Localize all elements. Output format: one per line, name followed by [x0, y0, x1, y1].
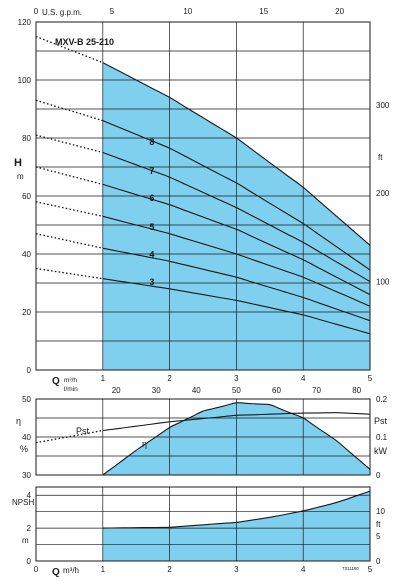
gpm-tick-label: 15	[259, 7, 268, 16]
hq-frame	[35, 21, 371, 371]
lmin-tick-label: 20	[112, 386, 121, 395]
hq-curve-dotted-6	[35, 166, 103, 186]
q-bottom-tick-label: 0	[34, 565, 39, 574]
npsh-ft-tick-label: 0	[376, 557, 381, 566]
hq-curve-4	[102, 247, 371, 322]
h-tick-label: 60	[22, 192, 31, 201]
q-unit-m3h-mid: m³/h	[64, 377, 77, 384]
npsh-tick-label: 4	[27, 491, 32, 500]
q-bottom-tick-label: 2	[167, 565, 172, 574]
lmin-tick-label: 80	[352, 386, 361, 395]
pst-curve-label: Pst	[76, 426, 90, 436]
pst-tick-label: 0.2	[376, 395, 388, 404]
eta-axis-unit: %	[20, 444, 28, 454]
lmin-tick-label: 40	[192, 386, 201, 395]
h-axis-unit: m	[17, 172, 24, 181]
ft-tick-label: 300	[376, 101, 390, 110]
h-axis-label: H	[14, 157, 22, 169]
eta-tick-label: 40	[22, 433, 31, 442]
npsh-ft-label: ft	[376, 520, 381, 529]
pst-axis-label: Pst	[374, 416, 388, 426]
eta-axis-label: η	[16, 416, 21, 426]
hq-curve-dotted-4	[35, 233, 103, 249]
kw-axis-label: kW	[374, 446, 388, 456]
hq-curve-dotted-5	[35, 201, 103, 217]
h-tick-label: 120	[18, 18, 32, 27]
hq-curve-dotted-max	[35, 35, 104, 64]
hq-curve-7	[102, 151, 371, 283]
h-tick-label: 20	[22, 308, 31, 317]
ft-tick-label: 200	[376, 189, 390, 198]
gpm-tick-label: 5	[110, 7, 115, 16]
pst-tick-label: 0.1	[376, 433, 388, 442]
q-bottom-tick-label: 5	[368, 565, 373, 574]
hq-curve-3	[102, 278, 371, 335]
eta-tick-label: 30	[22, 471, 31, 480]
stage-label-4: 4	[149, 250, 154, 260]
q-label-bottom: Q	[52, 567, 60, 578]
npsh-curve	[102, 490, 371, 529]
h-tick-label: 0	[27, 366, 32, 375]
chart-title: MXV-B 25-210	[55, 37, 114, 47]
npsh-tick-label: 2	[27, 524, 32, 533]
top-axis-label: U.S. g.p.m.	[42, 8, 82, 17]
stage-label-5: 5	[149, 222, 154, 232]
pst-tick-label: 0	[376, 471, 381, 480]
ft-tick-label: 100	[376, 278, 390, 287]
hq-curve-dotted-3	[35, 267, 103, 280]
q-bottom-tick-label: 4	[301, 565, 306, 574]
stage-label-6: 6	[149, 193, 154, 203]
q-unit-lmin-mid: l/min	[64, 386, 78, 393]
lmin-tick-label: 30	[152, 386, 161, 395]
gpm-tick-label: 0	[34, 7, 39, 16]
hq-curve-5	[102, 215, 371, 307]
q-tick-label: 5	[368, 374, 373, 383]
gpm-tick-label: 20	[335, 7, 344, 16]
npsh-axis-label: NPSH	[12, 498, 34, 507]
pst-curve	[102, 412, 371, 432]
npsh-axis-unit: m	[22, 536, 29, 545]
hq-curve-dotted-8	[35, 99, 103, 122]
eta-curve-label: η	[142, 439, 147, 449]
hq-curve-dotted-7	[35, 134, 103, 154]
q-label-mid: Q	[52, 376, 60, 387]
stage-label-3: 3	[149, 277, 154, 287]
stage-label-7: 7	[149, 166, 154, 176]
stage-label-8: 8	[149, 137, 154, 147]
npsh-ft-tick-label: 5	[376, 532, 381, 541]
q-bottom-tick-label: 1	[101, 565, 106, 574]
q-bottom-tick-label: 3	[234, 565, 239, 574]
q-tick-label: 1	[101, 374, 106, 383]
ft-axis-label: ft	[378, 153, 383, 162]
eta-frame	[35, 398, 371, 476]
lmin-tick-label: 50	[232, 386, 241, 395]
lmin-tick-label: 60	[272, 386, 281, 395]
hq-curve-6	[102, 183, 371, 296]
q-tick-label: 2	[167, 374, 172, 383]
gpm-tick-label: 10	[183, 7, 192, 16]
npsh-ft-tick-label: 10	[376, 507, 385, 516]
q-unit-bottom: m³/h	[63, 566, 79, 575]
hq-curve-max	[102, 62, 371, 246]
npsh-tick-label: 0	[27, 557, 32, 566]
eta-tick-label: 50	[22, 395, 31, 404]
q-tick-label: 4	[301, 374, 306, 383]
h-tick-label: 40	[22, 250, 31, 259]
pst-curve-dotted	[35, 429, 103, 444]
h-tick-label: 100	[18, 76, 32, 85]
eta-curve	[102, 402, 371, 476]
npsh-frame	[35, 486, 371, 562]
hq-curve-8	[102, 120, 371, 271]
lmin-tick-label: 70	[312, 386, 321, 395]
h-tick-label: 80	[22, 134, 31, 143]
q-tick-label: 3	[234, 374, 239, 383]
figure-code: 7311190	[342, 566, 359, 571]
